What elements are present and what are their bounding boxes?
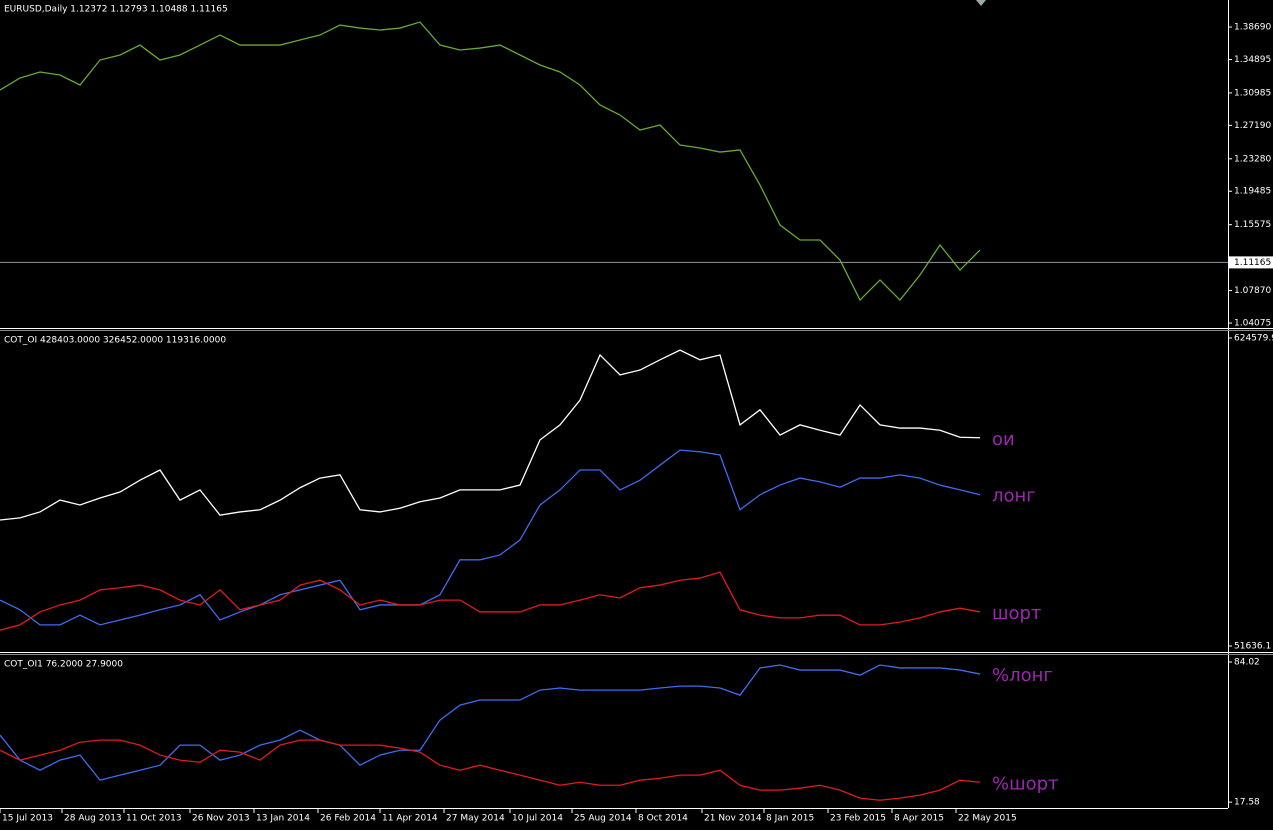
y-tick-label: 17.58 — [1234, 798, 1260, 808]
pane-title: EURUSD,Daily 1.12372 1.12793 1.10488 1.1… — [4, 5, 228, 15]
y-tick-label: 1.19485 — [1234, 187, 1271, 197]
data-line — [0, 571, 981, 631]
y-tick-label: 1.38690 — [1234, 23, 1271, 33]
x-tick-label: 8 Oct 2014 — [638, 814, 688, 824]
x-tick-label: 26 Feb 2014 — [320, 814, 376, 824]
x-tick-label: 8 Jan 2015 — [766, 814, 814, 824]
y-tick-label: 1.15575 — [1234, 220, 1271, 230]
x-tick-label: 22 May 2015 — [958, 814, 1017, 824]
x-tick-label: 11 Apr 2014 — [382, 814, 438, 824]
y-tick-label: 1.23280 — [1234, 154, 1271, 164]
y-tick-label: 1.04075 — [1234, 319, 1271, 329]
price-label-box — [1229, 256, 1273, 269]
x-tick-label: 15 Jul 2013 — [2, 814, 53, 824]
x-tick-label: 25 Aug 2014 — [574, 814, 632, 824]
series-name: %шорт — [992, 773, 1059, 794]
x-tick-label: 8 Apr 2015 — [894, 814, 944, 824]
pane-title: COT_OI1 76.2000 27.9000 — [4, 660, 123, 670]
x-tick-label: 10 Jul 2014 — [512, 814, 563, 824]
y-tick-label: 1.30985 — [1234, 88, 1271, 98]
x-tick-label: 21 Nov 2014 — [704, 814, 762, 824]
x-tick-label: 27 May 2014 — [446, 814, 505, 824]
y-tick-label: 1.07870 — [1234, 286, 1271, 296]
pane-title: COT_OI 428403.0000 326452.0000 119316.00… — [4, 336, 226, 346]
x-tick-label: 23 Feb 2015 — [830, 814, 886, 824]
data-line — [0, 449, 981, 626]
y-tick-label: 84.02 — [1234, 658, 1260, 668]
y-tick-label: 624579.9 — [1234, 333, 1273, 343]
shift-marker — [976, 0, 986, 6]
y-tick-label: 1.27190 — [1234, 121, 1271, 131]
x-tick-label: 28 Aug 2013 — [64, 814, 122, 824]
data-line — [0, 21, 981, 302]
x-tick-label: 11 Oct 2013 — [126, 814, 182, 824]
x-tick-label: 13 Jan 2014 — [256, 814, 310, 824]
series-name: ои — [992, 429, 1015, 450]
series-name: лонг — [992, 486, 1036, 507]
series-name: шорт — [992, 603, 1041, 624]
y-tick-label: 1.11165 — [1234, 258, 1271, 268]
series-name: %лонг — [992, 665, 1053, 686]
data-line — [0, 664, 981, 781]
data-line — [0, 739, 981, 801]
x-tick-label: 26 Nov 2013 — [192, 814, 250, 824]
y-tick-label: 51636.1 — [1234, 642, 1271, 652]
y-tick-label: 1.34895 — [1234, 55, 1271, 65]
data-line — [0, 349, 981, 521]
